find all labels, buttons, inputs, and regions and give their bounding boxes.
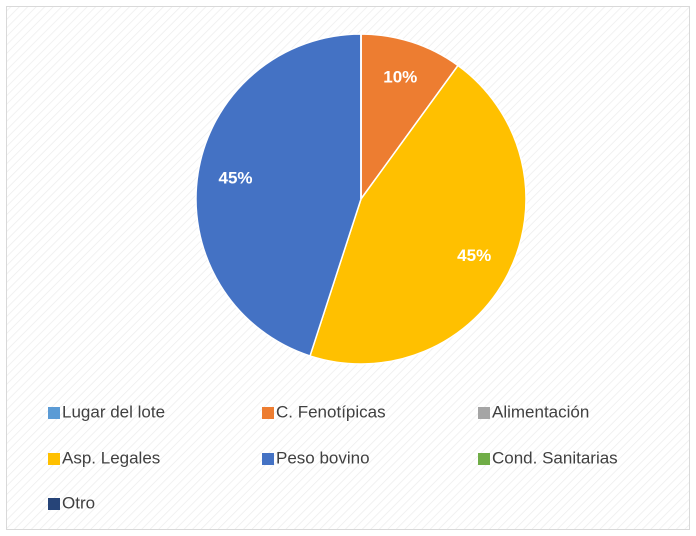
legend-label: Asp. Legales (62, 448, 160, 467)
legend-label: C. Fenotípicas (276, 402, 386, 421)
legend-swatch (478, 453, 490, 465)
legend-label: Cond. Sanitarias (492, 448, 618, 467)
legend: Lugar del lote C. Fenotípicas Alimentación… (48, 402, 618, 512)
legend-label: Otro (62, 493, 95, 512)
data-label: 45% (457, 246, 491, 265)
legend-swatch (48, 407, 60, 419)
data-label: 45% (218, 169, 252, 188)
pie-slice (360, 33, 460, 202)
legend-label: Lugar del lote (62, 402, 165, 421)
legend-label: Alimentación (492, 402, 589, 421)
legend-swatch (262, 407, 274, 419)
legend-swatch (478, 407, 490, 419)
pie-slice (195, 33, 362, 357)
pie-slice (309, 64, 527, 365)
legend-swatch (48, 498, 60, 510)
legend-swatch (262, 453, 274, 465)
plot: 10% 45% 45% (195, 33, 527, 365)
legend-label: Peso bovino (276, 448, 370, 467)
legend-swatch (48, 453, 60, 465)
data-label: 10% (383, 68, 417, 87)
